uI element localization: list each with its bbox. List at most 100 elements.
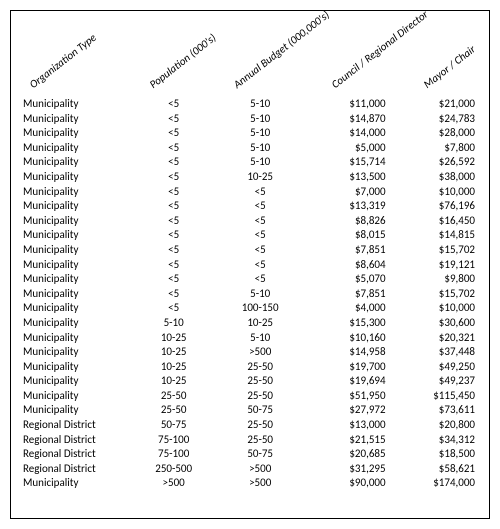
table-cell: $19,121 [398, 258, 479, 273]
table-cell: 5-10 [214, 141, 306, 156]
table-cell: Municipality [21, 243, 133, 258]
table-cell: <5 [133, 199, 214, 214]
table-cell: <5 [133, 126, 214, 141]
table-cell: Municipality [21, 476, 133, 491]
table-cell: Municipality [21, 214, 133, 229]
table-cell: 250-500 [133, 462, 214, 477]
table-cell: 5-10 [214, 287, 306, 302]
compensation-table: Municipality<55-10$11,000$21,000Municipa… [21, 97, 479, 491]
table-cell: Municipality [21, 331, 133, 346]
table-cell: Municipality [21, 199, 133, 214]
table-cell: 5-10 [214, 126, 306, 141]
table-cell: Municipality [21, 360, 133, 375]
table-cell: Municipality [21, 126, 133, 141]
table-cell: Municipality [21, 287, 133, 302]
table-cell: $14,870 [306, 112, 398, 127]
table-row: Regional District75-10050-75$20,685$18,5… [21, 447, 479, 462]
table-cell: Municipality [21, 258, 133, 273]
col-header-council: Council / Regional Director [329, 8, 430, 91]
table-cell: <5 [214, 214, 306, 229]
table-cell: $15,714 [306, 155, 398, 170]
table-cell: $30,600 [398, 316, 479, 331]
table-cell: Municipality [21, 112, 133, 127]
table-row: Municipality<510-25$13,500$38,000 [21, 170, 479, 185]
table-cell: 100-150 [214, 301, 306, 316]
table-cell: $174,000 [398, 476, 479, 491]
table-cell: 10-25 [133, 345, 214, 360]
table-row: Municipality<55-10$14,870$24,783 [21, 112, 479, 127]
table-cell: $27,972 [306, 403, 398, 418]
table-cell: Municipality [21, 170, 133, 185]
table-row: Municipality5-1010-25$15,300$30,600 [21, 316, 479, 331]
table-cell: $21,000 [398, 97, 479, 112]
table-cell: $15,702 [398, 243, 479, 258]
table-cell: $34,312 [398, 433, 479, 448]
table-row: Regional District50-7525-50$13,000$20,80… [21, 418, 479, 433]
table-cell: 10-25 [214, 170, 306, 185]
table-row: Municipality<5<5$7,851$15,702 [21, 243, 479, 258]
report-frame: Organization Type Population (000's) Ann… [10, 10, 490, 519]
col-header-mayor: Mayor / Chair [421, 43, 478, 91]
table-cell: $7,000 [306, 185, 398, 200]
table-cell: >500 [214, 476, 306, 491]
table-cell: $58,621 [398, 462, 479, 477]
table-cell: <5 [214, 243, 306, 258]
table-cell: $28,000 [398, 126, 479, 141]
table-cell: Municipality [21, 141, 133, 156]
table-cell: $10,160 [306, 331, 398, 346]
table-cell: 25-50 [214, 389, 306, 404]
table-cell: >500 [214, 462, 306, 477]
table-cell: <5 [133, 258, 214, 273]
table-cell: $37,448 [398, 345, 479, 360]
table-cell: $14,815 [398, 228, 479, 243]
table-cell: $51,950 [306, 389, 398, 404]
table-row: Regional District75-10025-50$21,515$34,3… [21, 433, 479, 448]
table-cell: $21,515 [306, 433, 398, 448]
table-cell: $7,851 [306, 287, 398, 302]
table-cell: $13,000 [306, 418, 398, 433]
table-row: Municipality<5<5$13,319$76,196 [21, 199, 479, 214]
table-cell: <5 [133, 228, 214, 243]
table-row: Municipality10-25>500$14,958$37,448 [21, 345, 479, 360]
table-cell: Municipality [21, 185, 133, 200]
table-row: Municipality<5100-150$4,000$10,000 [21, 301, 479, 316]
table-cell: 25-50 [214, 374, 306, 389]
table-cell: $4,000 [306, 301, 398, 316]
table-row: Municipality>500>500$90,000$174,000 [21, 476, 479, 491]
table-cell: Regional District [21, 418, 133, 433]
table-cell: <5 [133, 185, 214, 200]
table-cell: 25-50 [133, 403, 214, 418]
table-cell: Municipality [21, 97, 133, 112]
table-row: Municipality<5<5$8,826$16,450 [21, 214, 479, 229]
table-header-row: Organization Type Population (000's) Ann… [21, 17, 479, 97]
table-cell: 50-75 [133, 418, 214, 433]
table-cell: 10-25 [133, 374, 214, 389]
table-cell: <5 [214, 258, 306, 273]
table-cell: $73,611 [398, 403, 479, 418]
table-cell: Municipality [21, 316, 133, 331]
table-cell: $11,000 [306, 97, 398, 112]
table-cell: <5 [214, 199, 306, 214]
table-cell: $19,700 [306, 360, 398, 375]
table-cell: 25-50 [214, 418, 306, 433]
table-row: Municipality<5<5$7,000$10,000 [21, 185, 479, 200]
table-cell: $10,000 [398, 185, 479, 200]
table-cell: $20,800 [398, 418, 479, 433]
table-cell: <5 [133, 112, 214, 127]
col-header-org-type: Organization Type [27, 31, 99, 91]
table-cell: Municipality [21, 272, 133, 287]
table-cell: Municipality [21, 301, 133, 316]
table-row: Regional District250-500>500$31,295$58,6… [21, 462, 479, 477]
table-cell: 5-10 [133, 316, 214, 331]
table-cell: $18,500 [398, 447, 479, 462]
table-cell: <5 [214, 185, 306, 200]
table-cell: $38,000 [398, 170, 479, 185]
table-cell: $20,685 [306, 447, 398, 462]
table-cell: <5 [133, 272, 214, 287]
table-cell: Regional District [21, 462, 133, 477]
table-cell: $7,851 [306, 243, 398, 258]
table-cell: $90,000 [306, 476, 398, 491]
table-cell: $24,783 [398, 112, 479, 127]
table-cell: $15,300 [306, 316, 398, 331]
table-cell: Regional District [21, 447, 133, 462]
